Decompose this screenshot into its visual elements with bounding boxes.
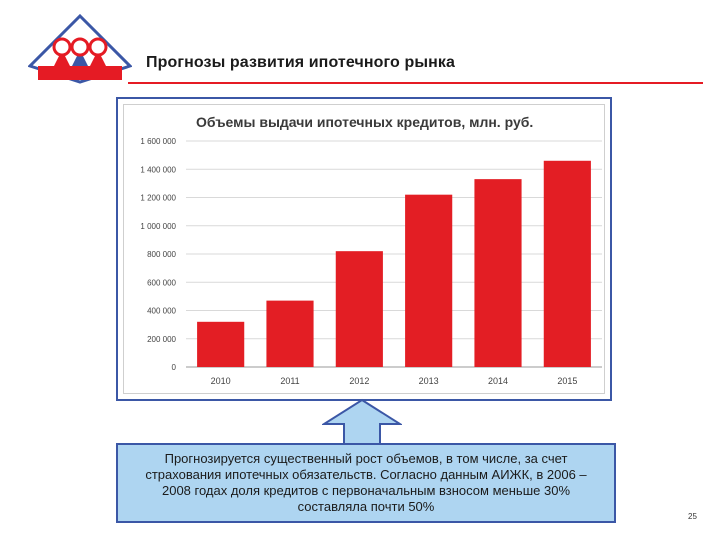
y-tick-label: 600 000: [147, 278, 176, 287]
title-divider: [128, 82, 703, 84]
x-tick-label: 2012: [349, 376, 369, 386]
y-tick-label: 1 200 000: [140, 194, 176, 203]
x-tick-label: 2014: [488, 376, 508, 386]
x-tick-label: 2010: [211, 376, 231, 386]
page-number: 25: [688, 512, 697, 521]
x-tick-label: 2013: [419, 376, 439, 386]
y-tick-label: 200 000: [147, 335, 176, 344]
y-tick-label: 1 000 000: [140, 222, 176, 231]
callout-text: Прогнозируется существенный рост объемов…: [145, 451, 587, 514]
y-tick-label: 1 600 000: [140, 137, 176, 146]
chart-grid: [186, 140, 602, 368]
y-tick-label: 400 000: [147, 307, 176, 316]
bar-2014: [474, 179, 522, 367]
chart-frame: Объемы выдачи ипотечных кредитов, млн. р…: [116, 97, 612, 401]
bar-2011: [266, 300, 314, 367]
company-logo: [28, 14, 132, 84]
x-tick-label: 2015: [557, 376, 577, 386]
y-axis: 0 200 000 400 000 600 000 800 000 1 000 000 1 …: [140, 137, 176, 372]
y-tick-label: 800 000: [147, 250, 176, 259]
y-tick-label: 0: [172, 363, 177, 372]
x-tick-label: 2011: [280, 376, 299, 386]
bar-2013: [405, 194, 453, 367]
chart-panel: Объемы выдачи ипотечных кредитов, млн. р…: [123, 104, 605, 394]
slide-title: Прогнозы развития ипотечного рынка: [146, 54, 455, 71]
bar-chart: Объемы выдачи ипотечных кредитов, млн. р…: [140, 114, 602, 386]
bar-2015: [543, 160, 591, 367]
bar-2012: [335, 251, 383, 367]
chart-title: Объемы выдачи ипотечных кредитов, млн. р…: [196, 114, 533, 130]
bar-2010: [197, 321, 245, 367]
callout-box: Прогнозируется существенный рост объемов…: [116, 443, 616, 523]
up-arrow-icon: [322, 398, 402, 448]
y-tick-label: 1 400 000: [140, 165, 176, 174]
bar-series: [197, 160, 591, 367]
x-axis: 2010 2011 2012 2013 2014 2015: [211, 376, 578, 386]
